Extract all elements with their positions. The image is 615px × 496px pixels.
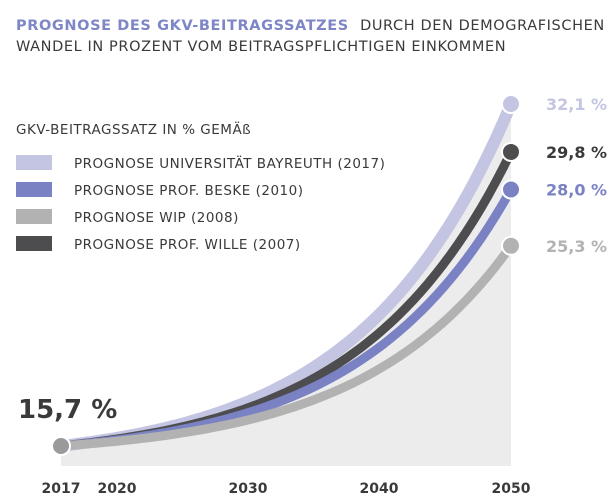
- series-end-marker-3: [501, 141, 521, 162]
- legend-label-1: PROGNOSE PROF. BESKE (2010): [74, 183, 303, 199]
- series-line-2: [56, 241, 516, 451]
- x-tick-2040: 2040: [360, 481, 399, 496]
- legend-label-3: PROGNOSE PROF. WILLE (2007): [74, 237, 301, 253]
- chart-title-accent: PROGNOSE DES GKV-BEITRAGSSATZES: [16, 18, 349, 34]
- x-tick-2020: 2020: [98, 481, 137, 496]
- series-end-label-2: 25,3 %: [546, 237, 607, 256]
- legend: PROGNOSE UNIVERSITÄT BAYREUTH (2017) PROG…: [16, 154, 385, 253]
- chart-subtitle: WANDEL IN PROZENT VOM BEITRAGSPFLICHTIGE…: [16, 39, 506, 55]
- legend-label-2: PROGNOSE WIP (2008): [74, 210, 239, 226]
- start-marker: [51, 436, 71, 456]
- series-end-label-1: 28,0 %: [546, 181, 607, 200]
- start-value-label: 15,7 %: [18, 395, 117, 425]
- end-labels: 32,1 % 28,0 % 25,3 % 29,8 %: [546, 95, 607, 256]
- legend-swatch-0: [16, 155, 52, 170]
- legend-swatch-1: [16, 182, 52, 197]
- x-tick-2030: 2030: [229, 481, 268, 496]
- x-axis: 2017 2020 2030 2040 2050: [42, 481, 531, 496]
- legend-swatch-2: [16, 209, 52, 224]
- series-end-marker-2: [501, 235, 521, 256]
- series-end-marker-1: [501, 179, 521, 200]
- chart-title-rest: DURCH DEN DEMOGRAFISCHEN: [360, 18, 605, 34]
- legend-swatch-3: [16, 236, 52, 251]
- series-end-label-3: 29,8 %: [546, 143, 607, 162]
- plot-area: [51, 94, 521, 466]
- chart-title: PROGNOSE DES GKV-BEITRAGSSATZES DURCH DE…: [16, 18, 605, 34]
- legend-label-0: PROGNOSE UNIVERSITÄT BAYREUTH (2017): [74, 154, 385, 172]
- area-background: [61, 104, 511, 466]
- x-tick-2017: 2017: [42, 481, 81, 496]
- series-end-marker-0: [501, 94, 521, 114]
- x-tick-2050: 2050: [492, 481, 531, 496]
- series-end-label-0: 32,1 %: [546, 95, 607, 114]
- legend-title: GKV-BEITRAGSSATZ IN % GEMÄß: [16, 120, 251, 138]
